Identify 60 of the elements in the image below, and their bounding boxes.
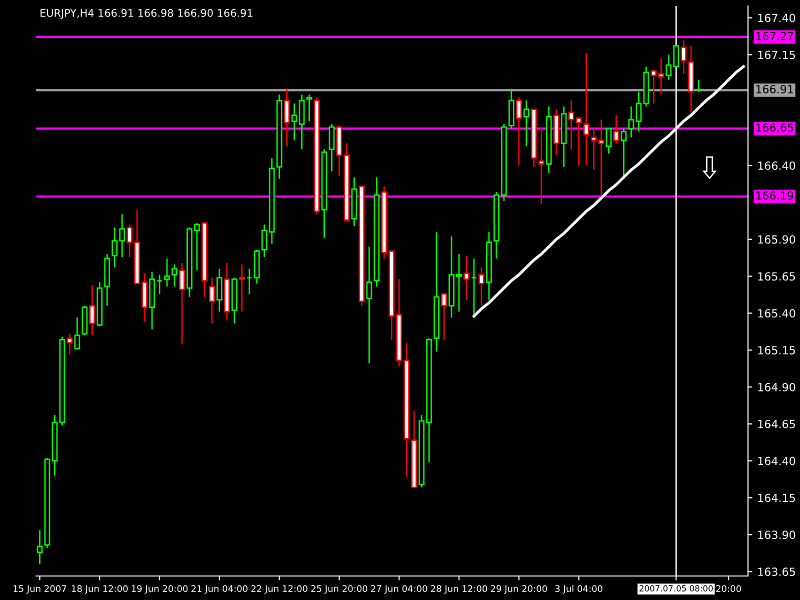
x-tick-label: 21 Jun 04:00 xyxy=(191,585,248,594)
y-tick-label: 167.15 xyxy=(758,50,795,60)
candlestick xyxy=(238,264,245,312)
candlestick xyxy=(441,293,447,340)
candlestick xyxy=(306,94,312,122)
candlestick xyxy=(478,266,484,306)
candlestick xyxy=(74,316,80,350)
x-tick-label: 18 Jun 12:00 xyxy=(72,585,128,594)
candlestick xyxy=(172,264,178,288)
x-tick-label: 22 Jun 12:00 xyxy=(251,585,308,594)
x-tick-label: 3 Jul 04:00 xyxy=(555,585,602,594)
y-tick-label: 163.90 xyxy=(758,530,796,540)
y-tick-label: 165.40 xyxy=(758,309,796,318)
candlestick xyxy=(216,268,222,312)
y-tick-label: 165.65 xyxy=(758,272,795,281)
candlestick xyxy=(36,530,43,565)
candlestick xyxy=(613,114,620,144)
candlestick xyxy=(66,333,73,356)
candlestick xyxy=(89,284,96,336)
ref-line-label: 166.65 xyxy=(756,123,794,132)
y-tick-label: 167.40 xyxy=(758,14,796,22)
x-tick-label: 19 Jun 20:00 xyxy=(132,585,188,594)
candlestick xyxy=(583,52,590,166)
x-tick-label: 2007.07.05 08:00 xyxy=(640,585,713,592)
x-tick-label: 15 Jun 2007 xyxy=(14,585,66,594)
chart-title: EURJPY,H4 166.91 166.98 166.90 166.91 xyxy=(40,9,252,19)
y-tick-label: 163.65 xyxy=(758,568,795,576)
candlestick xyxy=(164,258,170,288)
x-tick-label: 28 Jun 12:00 xyxy=(430,585,488,594)
candlestick xyxy=(628,106,634,138)
y-tick-label: 164.40 xyxy=(758,456,796,466)
candlestick xyxy=(179,262,185,345)
candlestick xyxy=(590,128,597,171)
candlestick xyxy=(516,96,522,166)
candlestick xyxy=(606,128,612,154)
candlestick xyxy=(209,277,215,324)
x-tick-label: 27 Jun 04:00 xyxy=(371,585,428,594)
candlestick xyxy=(464,254,470,301)
y-tick-label: 166.40 xyxy=(758,161,796,170)
candlestick xyxy=(298,94,305,150)
ref-line-label: 166.91 xyxy=(756,84,793,94)
y-tick-label: 164.65 xyxy=(758,420,795,428)
x-tick-label: 29 Jun 20:00 xyxy=(490,585,547,594)
candlestick xyxy=(620,128,627,177)
candlestick xyxy=(538,128,544,205)
y-tick-label: 164.15 xyxy=(758,494,795,502)
candlestick xyxy=(366,246,372,364)
candlestick xyxy=(523,100,530,147)
ref-line-label: 167.27 xyxy=(756,32,794,40)
candlestick xyxy=(680,39,687,75)
y-tick-label: 165.90 xyxy=(758,235,796,244)
candlestick xyxy=(328,123,335,172)
x-tick-label: 20:00 xyxy=(716,585,741,592)
y-tick-label: 165.15 xyxy=(758,346,795,354)
y-tick-label: 164.90 xyxy=(758,382,796,392)
candlestick xyxy=(291,102,298,142)
x-tick-label: 25 Jun 20:00 xyxy=(311,585,368,594)
candlestick xyxy=(598,119,604,196)
ref-line-label: 166.19 xyxy=(756,191,794,200)
candlestick xyxy=(284,88,290,147)
